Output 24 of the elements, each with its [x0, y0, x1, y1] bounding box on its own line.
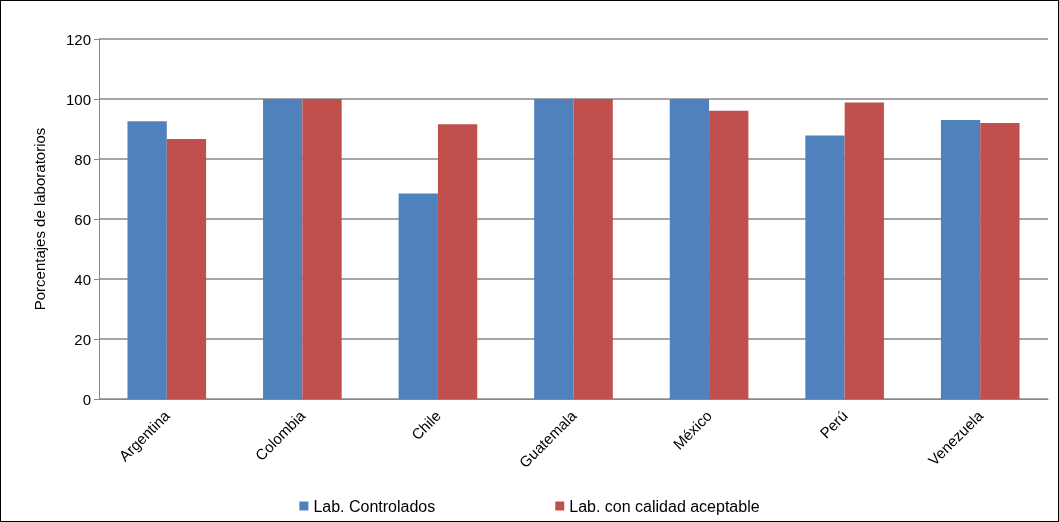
bar	[166, 138, 207, 399]
bar	[398, 193, 438, 399]
bar	[127, 121, 167, 399]
bar	[534, 99, 574, 399]
y-tick-label: 20	[74, 330, 91, 348]
bar	[980, 123, 1020, 399]
bar	[302, 99, 342, 399]
y-tick-label: 80	[74, 150, 91, 168]
bar	[844, 102, 884, 399]
y-tick-label: 0	[82, 390, 91, 408]
bar	[805, 135, 845, 399]
bar	[263, 99, 303, 399]
y-tick-label: 60	[74, 210, 91, 228]
y-tick-label: 40	[74, 270, 91, 288]
y-tick-label: 120	[65, 30, 91, 48]
bar	[437, 124, 478, 399]
y-tick-label: 100	[65, 90, 91, 108]
y-axis-title: Porcentajes de laboratorios	[31, 127, 48, 311]
legend-label: Lab. con calidad aceptable	[569, 497, 760, 515]
bar	[709, 110, 749, 399]
legend-label: Lab. Controlados	[313, 497, 436, 515]
bar	[669, 99, 710, 399]
bar	[573, 99, 613, 399]
bar	[940, 120, 981, 399]
